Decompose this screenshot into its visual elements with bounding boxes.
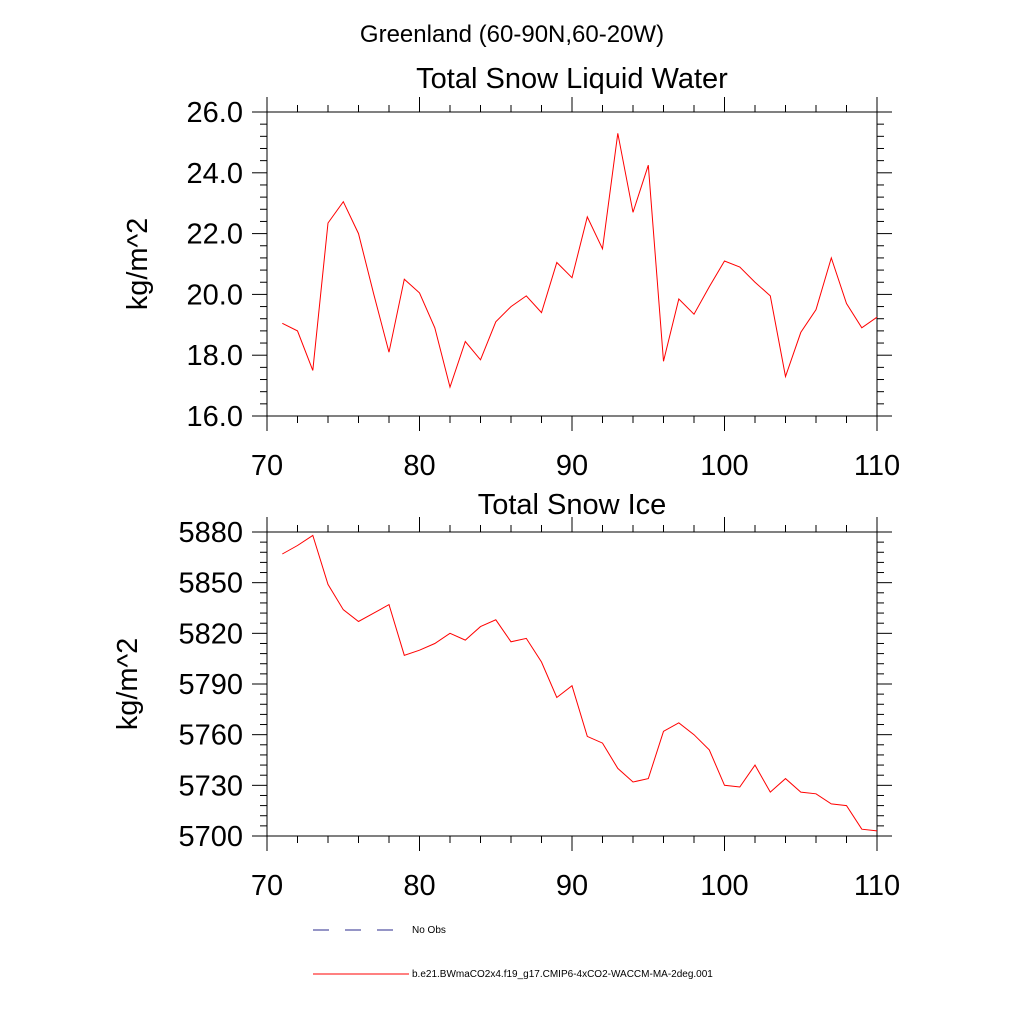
x-tick-label: 110 — [854, 870, 900, 902]
y-tick-label: 5730 — [178, 770, 243, 802]
series-line — [282, 534, 878, 832]
y-tick-label: 5700 — [178, 821, 243, 853]
chart-panel-snow-liquid-water: Total Snow Liquid Water 16.0 18.0 20.0 22.0… — [122, 63, 900, 482]
x-tick-label: 100 — [700, 870, 748, 902]
y-tick-label: 22.0 — [187, 219, 243, 251]
x-tick-label: 80 — [403, 870, 435, 902]
x-tick-label: 70 — [251, 870, 283, 902]
x-tick-label: 80 — [403, 450, 435, 482]
y-tick-label: 18.0 — [187, 340, 243, 372]
x-tick-labels: 70 80 90 100 110 — [251, 870, 900, 902]
x-tick-label: 90 — [556, 870, 588, 902]
y-tick-labels: 5700 5730 5760 5790 5820 5850 5880 — [178, 517, 243, 853]
y-tick-label: 5790 — [178, 669, 243, 701]
figure-title: Greenland (60-90N,60-20W) — [360, 21, 664, 48]
y-tick-label: 5760 — [178, 720, 243, 752]
plot-frame — [266, 531, 878, 837]
y-tick-labels: 16.0 18.0 20.0 22.0 24.0 26.0 — [187, 97, 243, 433]
y-tick-label: 26.0 — [187, 97, 243, 129]
chart-title: Total Snow Ice — [478, 489, 667, 521]
y-tick-label: 5820 — [178, 618, 243, 650]
y-tick-label: 5880 — [178, 517, 243, 549]
x-tick-label: 100 — [700, 450, 748, 482]
y-tick-label: 24.0 — [187, 158, 243, 190]
series-group — [282, 133, 878, 389]
axis-ticks — [252, 517, 892, 851]
series-line — [282, 133, 878, 389]
x-tick-label: 70 — [251, 450, 283, 482]
y-axis-label: kg/m^2 — [112, 638, 144, 731]
chart-panel-snow-ice: Total Snow Ice 5700573057605790582058505… — [112, 489, 900, 902]
y-axis-label: kg/m^2 — [122, 218, 154, 311]
chart-title: Total Snow Liquid Water — [416, 63, 728, 95]
y-tick-label: 5850 — [178, 568, 243, 600]
series-group — [282, 534, 878, 832]
legend: No Obs b.e21.BWmaCO2x4.f19_g17.CMIP6-4xC… — [313, 925, 713, 980]
x-tick-labels: 70 80 90 100 110 — [251, 450, 900, 482]
x-tick-label: 90 — [556, 450, 588, 482]
plot-frame — [266, 111, 878, 417]
legend-label-model-run: b.e21.BWmaCO2x4.f19_g17.CMIP6-4xCO2-WACC… — [412, 969, 713, 980]
y-tick-label: 16.0 — [187, 401, 243, 433]
legend-label-no-obs: No Obs — [412, 925, 446, 936]
x-tick-label: 110 — [854, 450, 900, 482]
axis-ticks — [252, 97, 892, 431]
y-tick-label: 20.0 — [187, 279, 243, 311]
